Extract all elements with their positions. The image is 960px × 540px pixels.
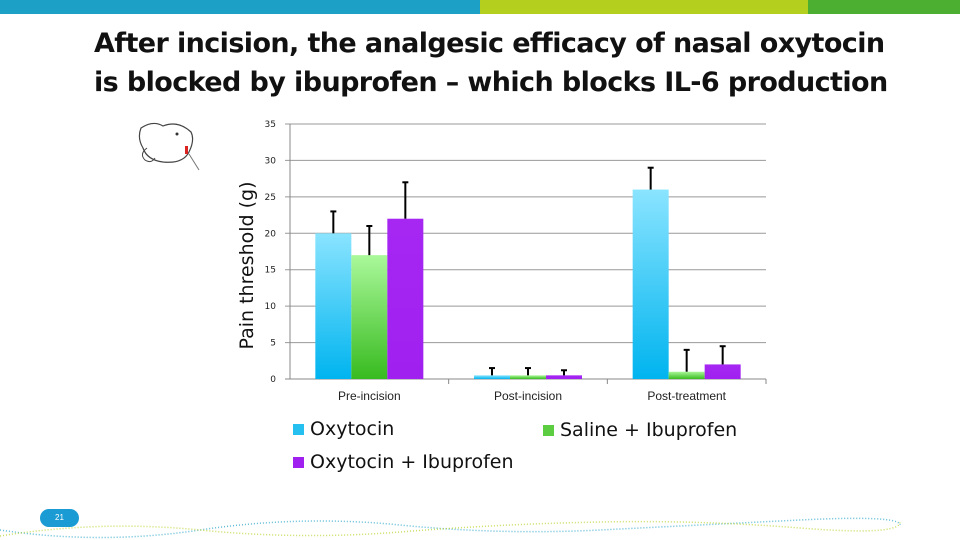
legend-label: Oxytocin + Ibuprofen (310, 451, 514, 473)
bar-oxytocin (315, 233, 352, 379)
legend-label: Saline + Ibuprofen (560, 419, 738, 441)
y-tick-label: 20 (265, 229, 277, 239)
rat-illustration (138, 122, 200, 171)
legend-saline-ibuprofen: Saline + Ibuprofen (543, 419, 737, 441)
top-bar-lime (480, 0, 808, 14)
bar-oxytocin-ibuprofen (387, 218, 424, 379)
y-tick-label: 10 (265, 302, 277, 312)
legend-swatch-oxytocin (293, 423, 304, 435)
bar-oxytocin (632, 189, 669, 379)
x-tick-label: Post-treatment (647, 389, 726, 403)
wave-decoration (0, 517, 901, 539)
y-tick-label: 25 (265, 193, 276, 203)
top-bar-teal (0, 0, 480, 14)
legend-swatch-saline-ibuprofen (543, 424, 554, 436)
slide-title: After incision, the analgesic efficacy o… (94, 28, 888, 98)
y-tick-label: 0 (270, 375, 276, 385)
bar-saline-ibuprofen (510, 375, 546, 379)
legend-oxytocin: Oxytocin (293, 418, 394, 440)
legend-label: Oxytocin (310, 418, 395, 440)
y-tick-label: 35 (265, 120, 276, 130)
top-bar-green (808, 0, 960, 14)
bar-oxytocin (474, 375, 510, 379)
y-axis-label: Pain threshold (g) (236, 181, 258, 349)
y-tick-label: 15 (265, 266, 276, 276)
legend-swatch-oxytocin-ibuprofen (293, 456, 304, 468)
bar-oxytocin-ibuprofen (546, 375, 582, 379)
bar-saline-ibuprofen (351, 255, 388, 379)
y-tick-label: 5 (270, 339, 276, 349)
y-tick-label: 30 (265, 156, 277, 166)
x-tick-label: Pre-incision (338, 389, 401, 403)
x-tick-label: Post-incision (494, 389, 562, 403)
page-number: 21 (40, 509, 79, 527)
legend-oxytocin-ibuprofen: Oxytocin + Ibuprofen (293, 451, 514, 473)
bar-oxytocin-ibuprofen (704, 364, 741, 379)
bar-saline-ibuprofen (668, 371, 705, 379)
